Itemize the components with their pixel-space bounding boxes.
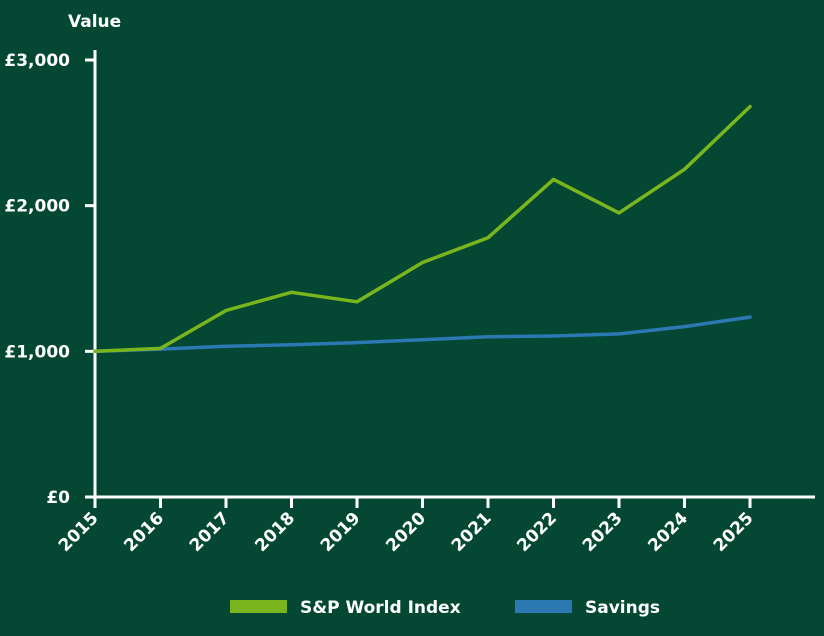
series-line-sp-world-index: [93, 104, 752, 354]
y-tick-label: £1,000: [4, 342, 70, 362]
x-tick-label: 2015: [55, 508, 103, 556]
x-tick-label: 2025: [710, 508, 758, 556]
x-tick-label: 2023: [579, 508, 627, 556]
y-tick-label: £2,000: [4, 197, 70, 217]
x-tick-label: 2019: [317, 508, 365, 556]
x-tick-label: 2016: [120, 508, 168, 556]
y-axis-title: Value: [68, 12, 121, 32]
y-tick-label: £3,000: [4, 51, 70, 71]
x-tick-label: 2024: [644, 508, 692, 556]
series-group: [93, 104, 752, 354]
axes: £0 £1,000 £2,000 £3,000 2015 2016 2017 2018 2019…: [4, 50, 815, 556]
x-tick-label: 2022: [513, 508, 561, 556]
x-tick-label: 2018: [251, 508, 299, 556]
y-tick-label: £0: [46, 488, 70, 508]
legend-label-savings: Savings: [585, 598, 660, 618]
legend-swatch-savings: [515, 600, 572, 613]
legend-label-sp-world-index: S&P World Index: [300, 598, 461, 618]
legend-swatch-sp-world-index: [230, 600, 287, 613]
x-tick-label: 2021: [448, 508, 496, 556]
x-tick-label: 2020: [382, 508, 430, 556]
series-line-savings: [93, 315, 752, 354]
legend: S&P World Index Savings: [230, 598, 660, 618]
x-tick-label: 2017: [186, 508, 234, 556]
